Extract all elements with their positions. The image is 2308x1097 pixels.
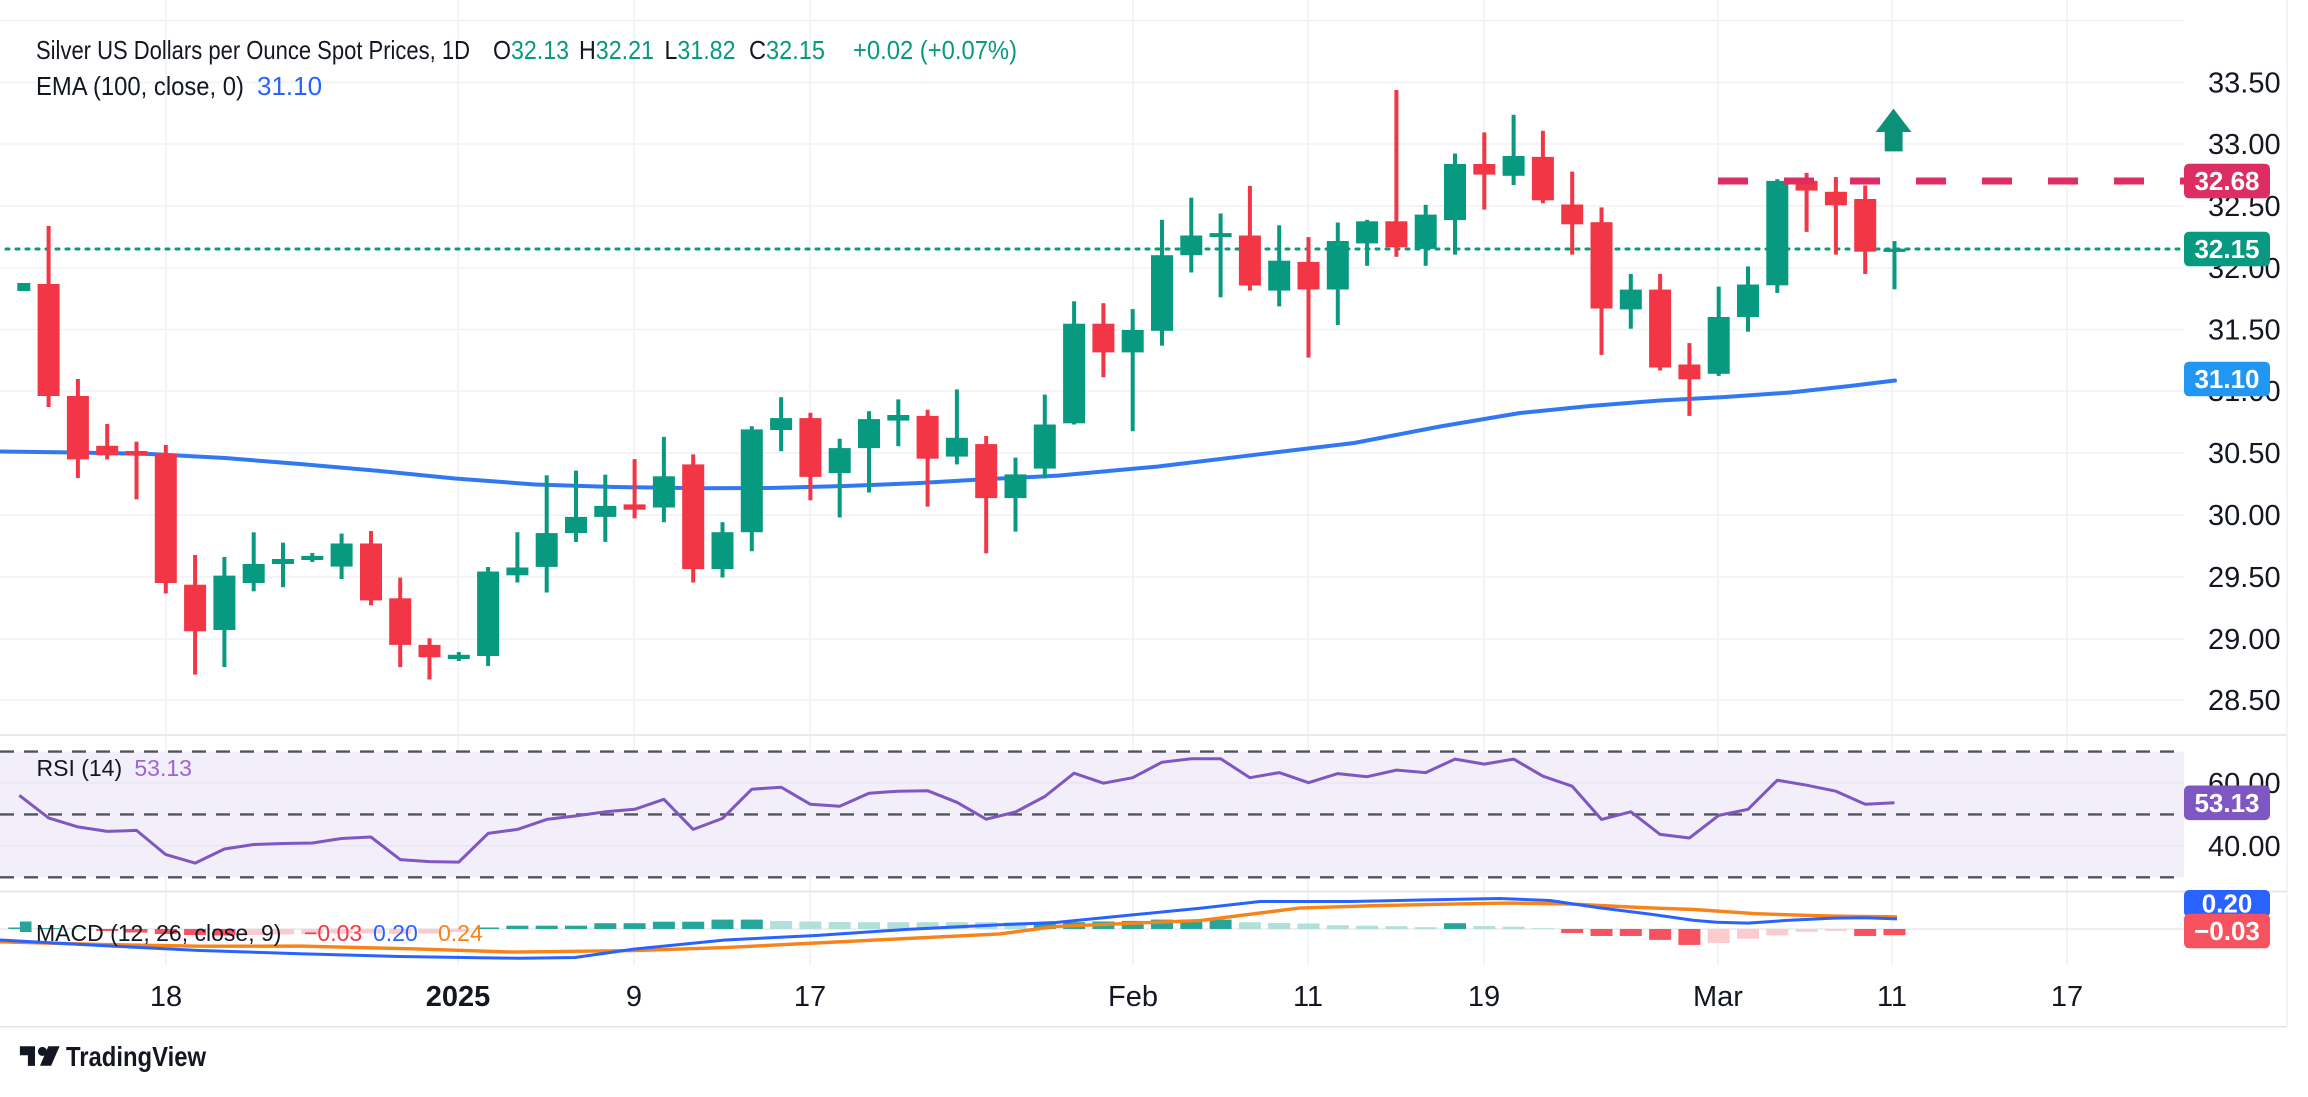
svg-text:Mar: Mar <box>1693 981 1743 1013</box>
svg-text:31.50: 31.50 <box>2208 315 2281 347</box>
svg-text:0.20: 0.20 <box>2202 889 2253 919</box>
svg-text:29.00: 29.00 <box>2208 624 2281 656</box>
svg-text:11: 11 <box>1293 981 1323 1013</box>
svg-text:RSI (14): RSI (14) <box>37 755 123 781</box>
svg-text:53.13: 53.13 <box>2194 788 2259 818</box>
svg-text:EMA (100, close, 0): EMA (100, close, 0) <box>36 71 244 101</box>
svg-text:Feb: Feb <box>1108 981 1158 1013</box>
svg-text:32.15: 32.15 <box>2194 234 2259 264</box>
svg-text:31.10: 31.10 <box>2194 364 2259 394</box>
svg-text:−0.03: −0.03 <box>304 920 362 946</box>
svg-text:33.00: 33.00 <box>2208 129 2281 161</box>
svg-text:+0.02 (+0.07%): +0.02 (+0.07%) <box>853 35 1017 65</box>
svg-text:32.68: 32.68 <box>2194 166 2259 196</box>
svg-text:11: 11 <box>1877 981 1907 1013</box>
svg-text:MACD (12, 26, close, 9): MACD (12, 26, close, 9) <box>36 920 281 946</box>
svg-text:18: 18 <box>150 981 182 1013</box>
svg-text:17: 17 <box>2051 981 2083 1013</box>
svg-text:L31.82: L31.82 <box>665 35 736 65</box>
svg-text:30.00: 30.00 <box>2208 500 2281 532</box>
svg-text:2025: 2025 <box>426 981 491 1013</box>
svg-text:29.50: 29.50 <box>2208 562 2281 594</box>
svg-text:17: 17 <box>794 981 826 1013</box>
svg-text:0.20: 0.20 <box>373 920 418 946</box>
svg-text:TradingView: TradingView <box>66 1041 206 1072</box>
svg-text:19: 19 <box>1468 981 1500 1013</box>
svg-text:H32.21: H32.21 <box>579 35 654 65</box>
svg-text:40.00: 40.00 <box>2208 831 2281 863</box>
svg-text:33.50: 33.50 <box>2208 67 2281 99</box>
svg-text:28.50: 28.50 <box>2208 685 2281 717</box>
svg-text:9: 9 <box>626 981 642 1013</box>
svg-text:53.13: 53.13 <box>134 755 192 781</box>
svg-text:Silver US Dollars per Ounce Sp: Silver US Dollars per Ounce Spot Prices,… <box>36 35 470 65</box>
svg-text:C32.15: C32.15 <box>749 35 825 65</box>
svg-text:O32.13: O32.13 <box>493 35 569 65</box>
svg-text:0.24: 0.24 <box>438 920 483 946</box>
svg-text:31.10: 31.10 <box>257 71 322 101</box>
svg-text:30.50: 30.50 <box>2208 438 2281 470</box>
svg-text:−0.03: −0.03 <box>2194 916 2260 946</box>
